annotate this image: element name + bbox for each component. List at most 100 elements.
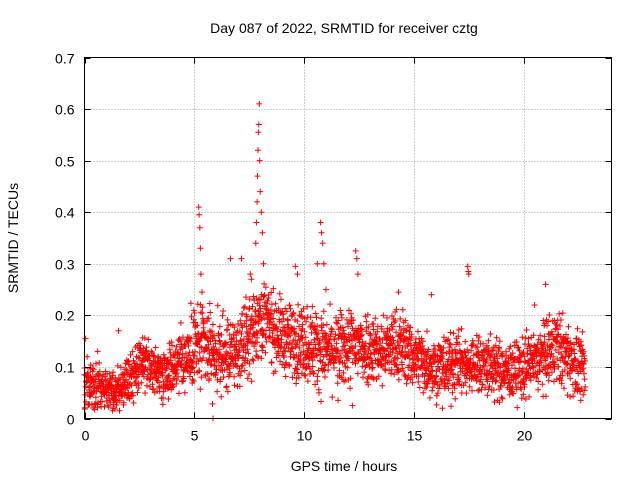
data-point (551, 317, 558, 324)
data-point (166, 372, 173, 379)
data-point (294, 318, 301, 325)
data-point (341, 330, 348, 337)
data-point (215, 356, 222, 363)
data-point (215, 330, 222, 337)
data-point (133, 361, 140, 367)
data-point (296, 344, 303, 351)
data-point (238, 363, 245, 370)
data-point (455, 374, 462, 381)
data-point (192, 348, 198, 355)
data-point (247, 271, 254, 278)
data-point (318, 229, 325, 236)
data-point (480, 340, 486, 347)
data-point (365, 381, 372, 388)
data-point (165, 396, 172, 402)
data-point (238, 368, 245, 375)
data-point (146, 376, 153, 383)
data-point (450, 330, 457, 337)
data-point (210, 343, 217, 350)
data-point (272, 300, 279, 307)
data-point (283, 308, 290, 315)
data-point (277, 358, 284, 365)
data-point (190, 307, 197, 314)
data-point (256, 302, 263, 309)
data-point (354, 370, 361, 377)
data-point (205, 315, 212, 322)
data-point (308, 329, 315, 336)
data-point (300, 305, 307, 312)
data-point (394, 339, 401, 346)
data-point (222, 339, 229, 346)
data-point (377, 340, 384, 347)
data-point (575, 385, 582, 391)
data-point (492, 378, 499, 385)
data-point (273, 323, 280, 330)
data-point (527, 377, 534, 384)
data-point (485, 345, 492, 351)
data-point (115, 327, 122, 334)
data-point (374, 341, 381, 348)
x-tick-label: 20 (517, 428, 533, 444)
data-point (145, 336, 152, 343)
data-point (287, 305, 294, 312)
data-point (346, 307, 352, 314)
data-point (356, 339, 363, 346)
data-point (189, 376, 196, 383)
data-point (268, 359, 275, 366)
data-point (200, 355, 207, 361)
data-point (196, 349, 203, 356)
data-point (177, 319, 184, 326)
data-point (258, 209, 265, 216)
data-point (163, 365, 170, 372)
data-point (559, 354, 566, 361)
data-point (255, 147, 261, 154)
data-point (571, 350, 578, 357)
data-point (561, 367, 568, 373)
data-point (451, 385, 458, 392)
data-point (194, 301, 201, 308)
y-tick-label: 0.3 (55, 257, 75, 273)
data-point (445, 336, 452, 343)
data-point (130, 399, 137, 406)
data-point (189, 365, 196, 372)
data-point (220, 308, 227, 314)
data-point (259, 229, 266, 236)
data-point (227, 369, 234, 376)
data-point (364, 311, 371, 318)
data-point (141, 368, 148, 375)
data-point (180, 375, 187, 382)
data-point (359, 338, 366, 345)
data-point (218, 331, 225, 338)
data-point (566, 340, 573, 347)
data-point (515, 344, 522, 351)
data-point (409, 379, 416, 386)
data-point (582, 383, 589, 390)
data-point (254, 198, 261, 205)
data-point (275, 305, 282, 312)
data-point (335, 317, 342, 324)
x-tick-label: 10 (297, 428, 313, 444)
data-point (458, 325, 465, 332)
data-point (209, 400, 216, 407)
data-points (81, 100, 589, 422)
data-point (169, 342, 175, 349)
data-point (499, 395, 506, 402)
data-point (384, 314, 390, 321)
data-point (449, 389, 456, 396)
data-point (455, 333, 462, 340)
data-point (367, 332, 374, 339)
data-point (439, 405, 446, 412)
data-point (486, 383, 493, 389)
data-point (252, 240, 259, 247)
data-point (362, 345, 368, 352)
data-point (237, 372, 244, 379)
data-point (539, 344, 546, 350)
data-point (301, 371, 308, 378)
data-point (312, 310, 319, 317)
data-point (138, 379, 145, 386)
data-point (493, 377, 500, 384)
data-point (257, 305, 264, 312)
data-point (365, 347, 372, 354)
data-point (332, 357, 339, 364)
